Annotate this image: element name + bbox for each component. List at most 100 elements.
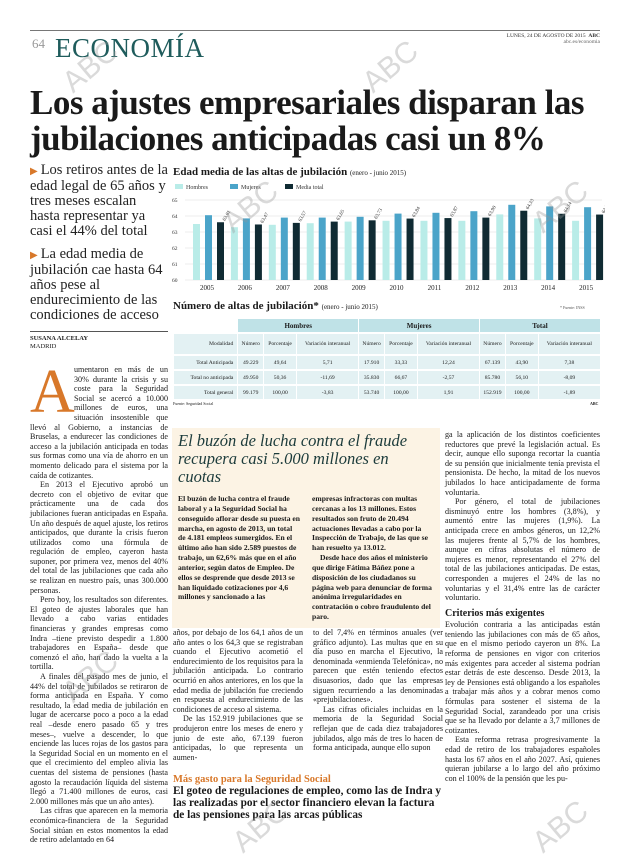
subhead-text: Los retiros antes de la edad legal de 65… [30, 162, 168, 239]
data-label: 64,14 [564, 201, 574, 214]
x-tick-label: 2006 [238, 284, 253, 292]
column-header: Variación interanual [417, 334, 480, 354]
column-header: Número [480, 334, 505, 354]
bar-hombres [382, 220, 390, 280]
bar-hombres [306, 223, 314, 280]
table-cell: 35.830 [359, 371, 384, 384]
table-title-text: Número de altas de jubilación* [173, 300, 319, 312]
table-source: Fuente: Seguridad Social [173, 401, 214, 406]
table-cell: 100,00 [384, 386, 417, 399]
bar-hombres [534, 218, 542, 280]
column-header: Porcentaje [505, 334, 538, 354]
bar-media-total [482, 217, 490, 280]
table-cell: 1,91 [417, 386, 480, 399]
data-label: 63,65 [336, 209, 346, 222]
paragraph: umentaron en más de un 30% durante la cr… [30, 365, 168, 480]
table-cell: -8,09 [538, 371, 600, 384]
table-cell: -11,69 [297, 371, 359, 384]
column-header: Porcentaje [264, 334, 297, 354]
subhead-1: ▶ Los retiros antes de la edad legal de 6… [30, 163, 168, 239]
table-cell: 152.919 [480, 386, 505, 399]
table-note: * Fuente: INSS [560, 305, 585, 310]
bar-mujeres [356, 216, 364, 280]
page-number: 64 [32, 36, 45, 51]
table-cell: 67.139 [480, 356, 505, 369]
bar-mujeres [546, 206, 554, 280]
group-header: Mujeres [359, 319, 480, 332]
article-column-3: to del 7,4% en términos anuales (ver grá… [313, 628, 443, 762]
bar-mujeres [394, 213, 402, 280]
y-tick-label: 60 [172, 278, 178, 284]
bar-mujeres [432, 212, 440, 280]
bar-mujeres [280, 217, 288, 280]
table-cell: 85.780 [480, 371, 505, 384]
middle-bottom: años, por debajo de los 64,1 años de un … [173, 628, 443, 821]
data-label: 64,09 [601, 202, 605, 215]
table-cell: 33,33 [384, 356, 417, 369]
paragraph: años, por debajo de los 64,1 años de un … [173, 628, 303, 714]
place: MADRID [30, 343, 57, 350]
author: SUSANA ALCELAY [30, 335, 89, 342]
paragraph: Pero hoy, los resultados son diferentes.… [30, 595, 168, 672]
box-title: El buzón de lucha contra el fraude recup… [178, 431, 408, 486]
table-subtitle: (enero - junio 2015) [321, 303, 378, 311]
chart-title-text: Edad media de las altas de jubilación [173, 166, 348, 178]
box-column-1: El buzón de lucha contra el fraude labor… [178, 494, 300, 622]
bar-hombres [193, 224, 200, 280]
legend-swatch [175, 184, 183, 189]
bar-media-total [217, 222, 224, 280]
table-cell: 53.740 [359, 386, 384, 399]
x-tick-label: 2005 [200, 284, 215, 292]
table-cell: 99.179 [238, 386, 264, 399]
table-cell: 7,38 [538, 356, 600, 369]
table-title: Número de altas de jubilación* (enero - … [173, 300, 378, 312]
table-cell: 5,71 [297, 356, 359, 369]
date: LUNES, 24 DE AGOSTO DE 2015 [506, 33, 586, 39]
bar-hombres [458, 220, 466, 280]
sidebar-box: El buzón de lucha contra el fraude recup… [172, 428, 440, 628]
bar-hombres [268, 224, 276, 280]
column-header: Variación interanual [538, 334, 600, 354]
table-cell: 66,67 [384, 371, 417, 384]
y-tick-label: 61 [172, 262, 178, 268]
column-header: Porcentaje [384, 334, 417, 354]
bar-mujeres [470, 211, 478, 280]
data-label: 63,90 [488, 205, 498, 218]
table-cell: 56,10 [505, 371, 538, 384]
chart-subtitle: (enero - junio 2015) [349, 169, 407, 177]
bar-hombres [420, 220, 428, 280]
bar-media-total [406, 218, 414, 280]
table-cell: 49.950 [238, 371, 264, 384]
top-rule [30, 30, 600, 31]
table-cell: 100,00 [505, 386, 538, 399]
table-cell: -2,57 [417, 371, 480, 384]
row-label: Total Anticipada [174, 356, 238, 369]
bar-media-total [520, 210, 528, 280]
paragraph: empresas infractoras con multas cercanas… [312, 494, 428, 553]
section-title: ECONOMÍA [55, 33, 205, 63]
article-column-2: años, por debajo de los 64,1 años de un … [173, 628, 303, 762]
paragraph: Las cifras que aparecen en la memoria ec… [30, 806, 168, 845]
paragraph: Desde hace dos años el ministerio que di… [312, 553, 432, 622]
abc-watermark: ABC [526, 794, 595, 860]
triangle-bullet-icon: ▶ [30, 166, 38, 177]
subhead-text: La edad media de jubilación cae hasta 64… [30, 246, 163, 323]
bar-mujeres [584, 207, 592, 280]
paragraph: A finales del pasado mes de junio, el 44… [30, 672, 168, 806]
row-label: Total general [174, 386, 238, 399]
triangle-bullet-icon: ▶ [30, 250, 38, 261]
x-tick-label: 2009 [352, 284, 367, 292]
bar-media-total [444, 218, 452, 280]
bar-hombres [344, 221, 352, 280]
bar-hombres [496, 214, 504, 280]
data-label: 63,87 [450, 205, 460, 218]
x-tick-label: 2013 [503, 284, 517, 292]
chart-title: Edad media de las altas de jubilación (e… [173, 166, 406, 178]
paragraph: De las 152.919 jubilaciones que se produ… [173, 714, 303, 762]
drop-cap: A [30, 358, 75, 426]
table-cell: 49.229 [238, 356, 264, 369]
blank-cell [174, 319, 237, 332]
paragraph: Esta reforma retrasa progresivamente la … [445, 735, 600, 783]
headline: Los ajustes empresariales disparan las j… [30, 83, 585, 158]
data-label: 63,61 [222, 210, 232, 223]
